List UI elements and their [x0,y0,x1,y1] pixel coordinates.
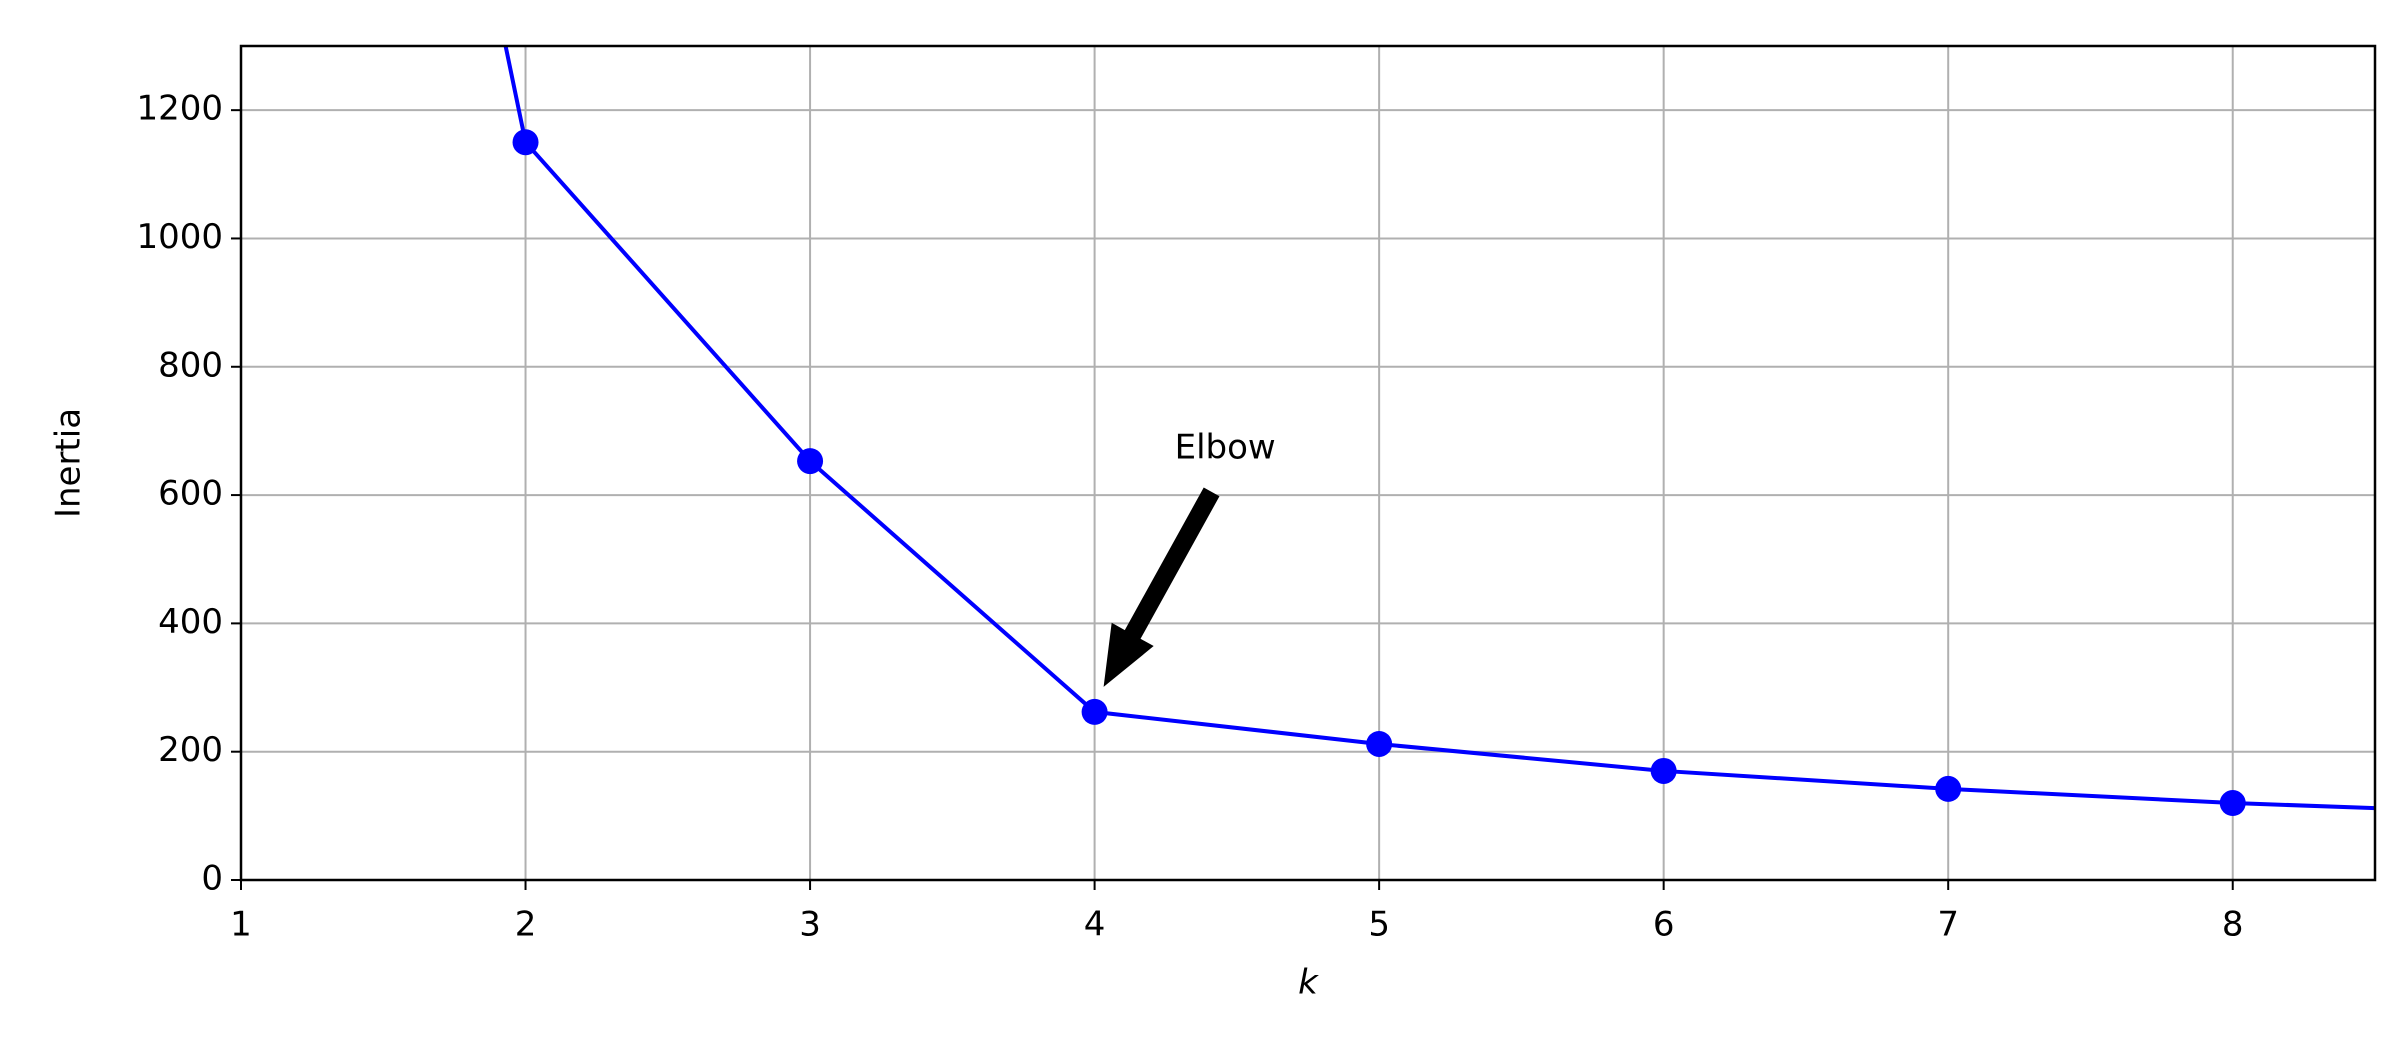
x-tick-label: 4 [1084,905,1106,945]
y-tick-label: 0 [201,859,223,899]
marker [1935,775,1962,802]
y-tick-label: 1200 [136,89,223,129]
plot-frame [239,44,2377,882]
y-tick-label: 400 [158,602,223,642]
marker [1081,698,1108,725]
y-tick-label: 800 [158,345,223,385]
x-axis-label: k [1298,963,1319,1003]
y-axis-label: Inertia [49,408,89,518]
annotation-arrow [1103,487,1220,687]
y-tick-label: 600 [158,474,223,514]
x-tick-label: 2 [515,905,537,945]
x-tick-label: 1 [230,905,252,945]
marker [1366,730,1393,757]
marker [797,448,824,475]
line [503,46,2375,811]
y-tick-label: 200 [158,730,223,770]
x-tick-label: 7 [1937,905,1959,945]
x-tick-label: 8 [2222,905,2244,945]
x-tick-label: 5 [1368,905,1390,945]
marker [2219,790,2246,817]
marker [512,129,539,156]
x-tick-label: 3 [799,905,821,945]
x-tick-label: 6 [1653,905,1675,945]
marker [1650,757,1677,784]
annotation-text: Elbow [1175,427,1276,467]
y-tick-label: 1000 [136,217,223,257]
